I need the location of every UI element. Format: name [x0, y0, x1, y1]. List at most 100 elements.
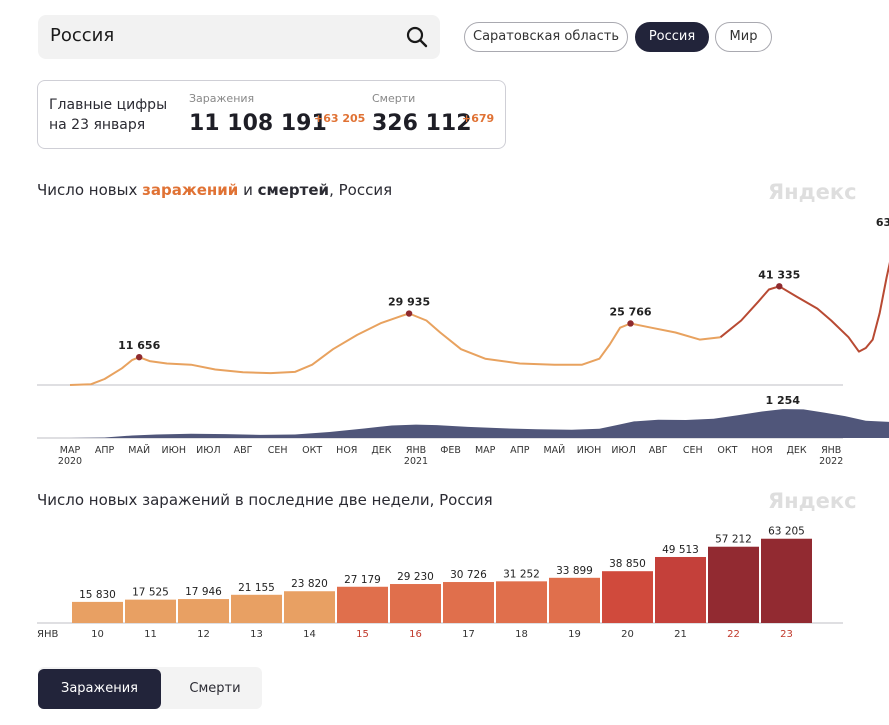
deaths-delta: +679 — [462, 112, 495, 125]
x-tick-label: ДЕК — [371, 445, 391, 456]
bar-value-label: 27 179 — [344, 574, 381, 586]
chart2-title: Число новых заражений в последние две не… — [37, 491, 493, 509]
bar-value-label: 63 205 — [768, 526, 805, 538]
bar — [655, 556, 706, 623]
infections-title: Заражения — [189, 92, 255, 105]
infections-peak-label: 11 656 — [118, 339, 160, 352]
yandex-watermark-1: Яндекс — [768, 180, 857, 204]
month-label: ЯНВ — [37, 629, 58, 640]
tab-deaths[interactable]: Смерти — [189, 681, 241, 696]
x-tick-label: МАР — [475, 445, 496, 456]
bar-value-label: 17 946 — [185, 586, 222, 598]
x-tick-year: 2022 — [819, 456, 843, 467]
x-tick-label: ИЮН — [162, 445, 187, 456]
bar — [443, 582, 494, 623]
bar-value-label: 57 212 — [715, 534, 752, 546]
bar — [390, 584, 441, 623]
bar — [496, 581, 547, 623]
summary-label-line2: на 23 января — [49, 117, 146, 133]
summary-label-line1: Главные цифры — [49, 97, 168, 113]
x-tick-label: ДЕК — [787, 445, 807, 456]
bar — [125, 599, 176, 623]
x-tick-label: АВГ — [234, 445, 253, 456]
x-tick-year: 2020 — [58, 456, 82, 467]
x-tick-label: МАР — [60, 445, 81, 456]
chart1-title-infections: заражений — [142, 181, 239, 199]
infections-value: 11 108 191 — [189, 111, 327, 136]
tab-infections[interactable]: Заражения — [38, 669, 161, 709]
bar-value-label: 38 850 — [609, 558, 646, 570]
bar — [549, 577, 600, 623]
day-label: 19 — [568, 629, 581, 640]
bar-value-label: 29 230 — [397, 571, 434, 583]
x-tick-label: СЕН — [683, 445, 703, 456]
deaths-title: Смерти — [372, 92, 416, 105]
bar-value-label: 33 899 — [556, 565, 593, 577]
infections-peak-label: 25 766 — [609, 305, 651, 318]
region-pill-world[interactable]: Мир — [715, 22, 772, 52]
bar — [72, 601, 123, 623]
infections-peak-label: 41 335 — [758, 268, 800, 281]
day-label: 14 — [303, 629, 316, 640]
x-tick-label: ЯНВ — [406, 445, 426, 456]
x-tick-label: МАЙ — [543, 444, 565, 456]
yandex-watermark-2: Яндекс — [768, 489, 857, 513]
infections-peak-point — [776, 283, 783, 290]
x-tick-label: СЕН — [268, 445, 288, 456]
x-tick-label: МАЙ — [128, 444, 150, 456]
infections-line — [69, 312, 721, 386]
day-label: 16 — [409, 629, 422, 640]
chart1-title-prefix: Число новых — [37, 181, 143, 199]
bar-value-label: 21 155 — [238, 582, 275, 594]
day-label: 22 — [727, 629, 740, 640]
deaths-area — [70, 409, 889, 438]
bar-value-label: 23 820 — [291, 578, 328, 590]
infections-peak-point — [136, 353, 143, 361]
infections-peak-label: 29 935 — [388, 296, 430, 309]
bar — [708, 546, 759, 623]
x-tick-label: ОКТ — [302, 445, 322, 456]
x-tick-label: АПР — [95, 445, 115, 456]
bar-value-label: 17 525 — [132, 587, 169, 599]
bar-value-label: 30 726 — [450, 569, 487, 581]
day-label: 20 — [621, 629, 634, 640]
bar — [231, 594, 282, 623]
x-tick-label: АВГ — [649, 445, 668, 456]
bar — [761, 538, 812, 623]
bar-value-label: 15 830 — [79, 589, 116, 601]
search-icon[interactable] — [406, 26, 428, 48]
day-label: 13 — [250, 629, 263, 640]
bar-value-label: 49 513 — [662, 544, 699, 556]
deaths-peak-label: 1 254 — [766, 394, 801, 407]
region-pill-saratov[interactable]: Саратовская область — [464, 22, 628, 52]
x-tick-label: ЯНВ — [821, 445, 841, 456]
metric-tabs: Заражения Смерти — [38, 667, 262, 709]
deaths-value: 326 112 — [372, 111, 472, 136]
x-tick-label: ИЮЛ — [611, 445, 636, 456]
chart1-title-deaths: смертей — [257, 181, 330, 199]
x-tick-label: ОКТ — [717, 445, 737, 456]
x-tick-label: АПР — [510, 445, 530, 456]
summary-card: Главные цифры на 23 января Заражения 11 … — [37, 80, 506, 149]
search-box[interactable]: Россия — [38, 15, 440, 59]
x-tick-label: ИЮН — [577, 445, 602, 456]
day-label: 10 — [91, 629, 104, 640]
day-label: 12 — [197, 629, 210, 640]
x-tick-label: ИЮЛ — [196, 445, 221, 456]
region-pill-russia[interactable]: Россия — [635, 22, 709, 52]
bar-value-label: 31 252 — [503, 568, 540, 580]
bar — [337, 586, 388, 623]
search-input[interactable]: Россия — [50, 25, 115, 46]
chart1-title: Число новых заражений и смертей, Россия — [37, 181, 392, 199]
bar — [284, 591, 335, 623]
chart1-title-and: и — [238, 181, 258, 199]
bar — [602, 571, 653, 623]
infections-line-recent — [719, 261, 889, 353]
x-tick-label: ФЕВ — [440, 445, 461, 456]
infections-peak-label: 63 205 — [876, 216, 889, 229]
infections-peak-point — [405, 310, 413, 317]
day-label: 15 — [356, 629, 369, 640]
day-label: 17 — [462, 629, 475, 640]
day-label: 21 — [674, 629, 687, 640]
x-tick-year: 2021 — [404, 456, 428, 467]
